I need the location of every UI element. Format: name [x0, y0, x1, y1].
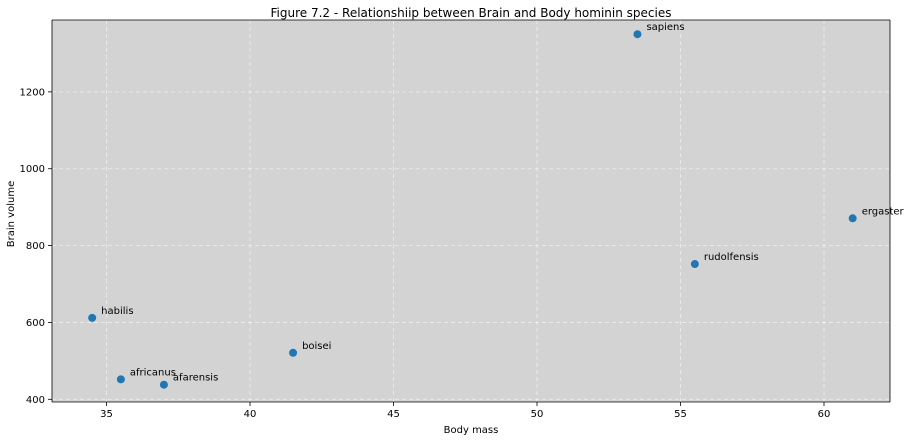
- data-point-afarensis: [159, 380, 168, 389]
- x-tick-label: 50: [531, 409, 544, 420]
- x-axis-label: Body mass: [444, 425, 499, 436]
- x-tick-label: 60: [818, 409, 831, 420]
- y-tick-label: 1000: [20, 164, 45, 175]
- data-point-ergaster: [848, 214, 857, 223]
- plot-area: [52, 20, 890, 402]
- x-tick-label: 40: [244, 409, 257, 420]
- y-tick-label: 1200: [20, 87, 45, 98]
- point-label-sapiens: sapiens: [646, 22, 684, 33]
- data-point-rudolfensis: [690, 260, 699, 269]
- y-tick-label: 600: [26, 318, 45, 329]
- point-label-ergaster: ergaster: [862, 206, 905, 217]
- y-tick-label: 400: [26, 395, 45, 406]
- chart-title: Figure 7.2 - Relationshiip between Brain…: [271, 6, 672, 20]
- point-label-afarensis: afarensis: [173, 373, 218, 384]
- x-tick-label: 35: [100, 409, 113, 420]
- data-point-boisei: [289, 348, 298, 357]
- point-label-boisei: boisei: [302, 341, 331, 352]
- y-axis-label: Brain volume: [6, 181, 17, 247]
- data-point-africanus: [116, 375, 125, 384]
- x-tick-label: 45: [387, 409, 400, 420]
- y-tick-label: 800: [26, 241, 45, 252]
- point-label-rudolfensis: rudolfensis: [704, 252, 759, 263]
- axes: 35 40 45 50 55 60 400 600 800 1000 1200: [20, 19, 891, 420]
- data-point-sapiens: [633, 30, 642, 39]
- point-label-africanus: africanus: [130, 367, 176, 378]
- grid-lines: [52, 20, 890, 402]
- x-tick-label: 55: [674, 409, 687, 420]
- point-label-habilis: habilis: [101, 306, 133, 317]
- data-point-habilis: [88, 313, 97, 322]
